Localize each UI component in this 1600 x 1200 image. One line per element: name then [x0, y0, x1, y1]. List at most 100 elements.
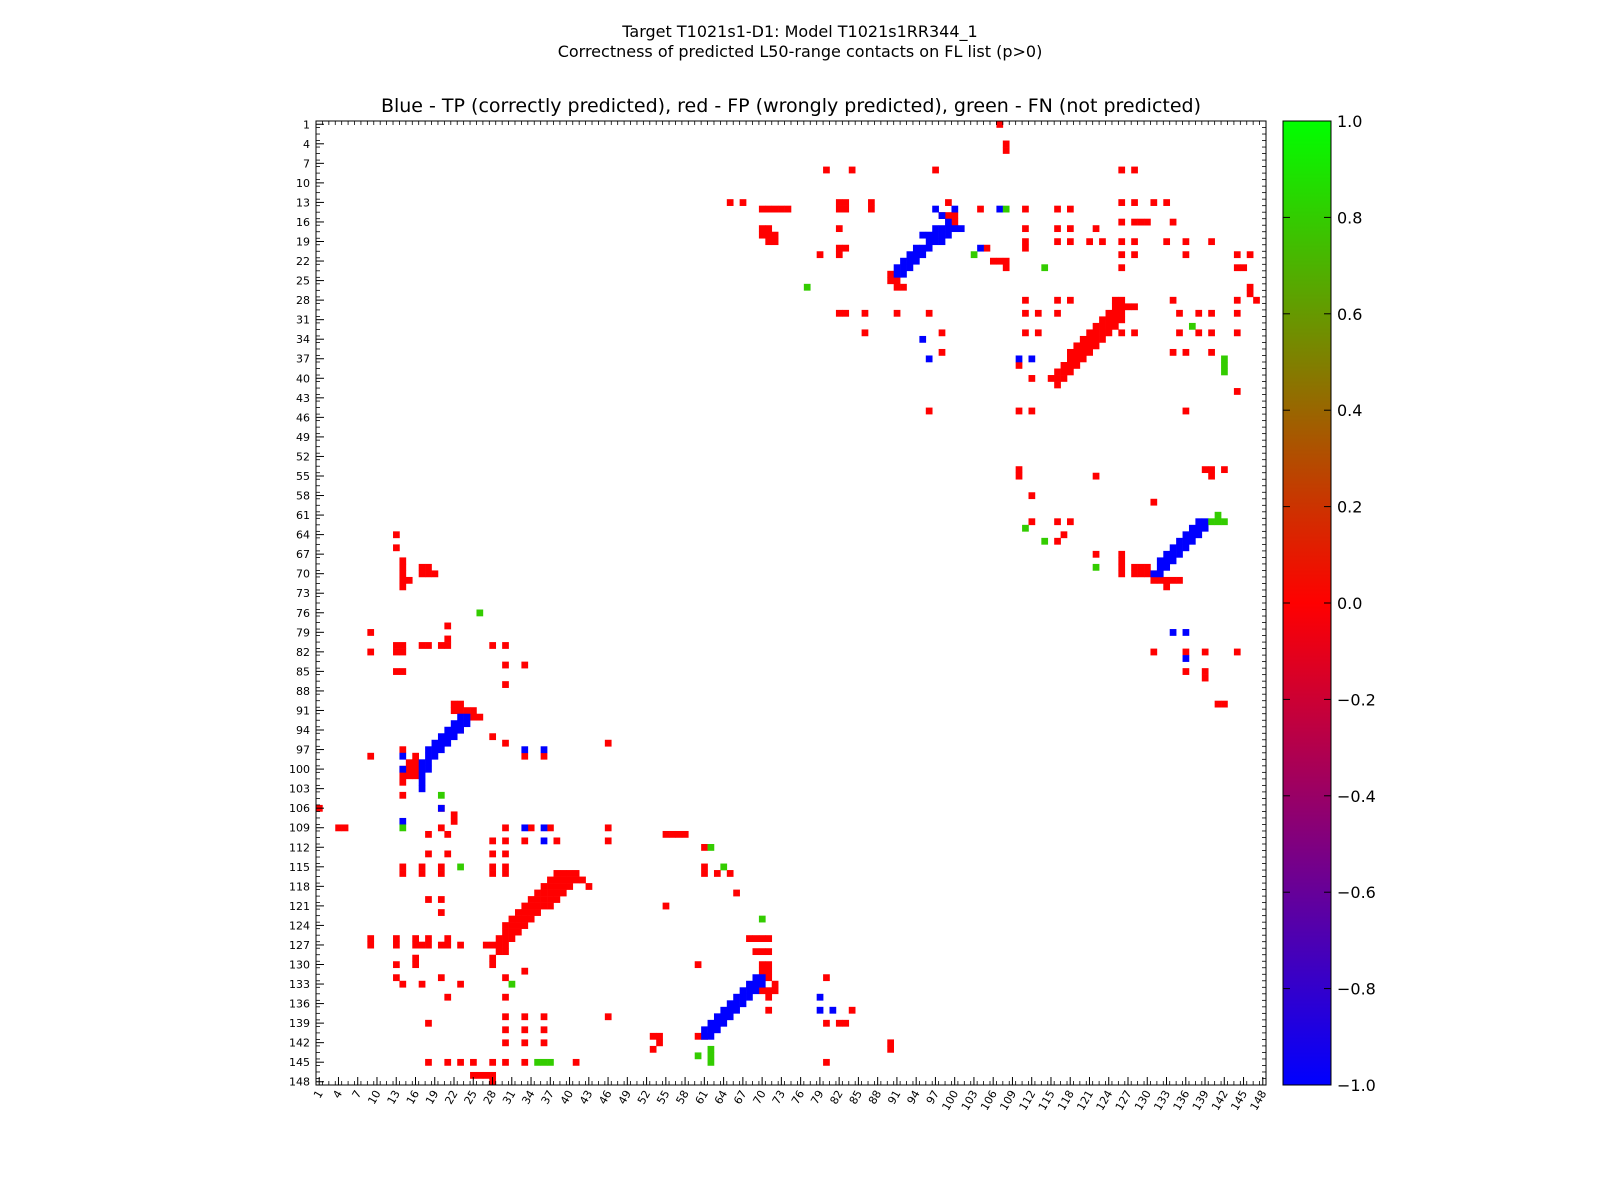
fp-contact-cell [996, 257, 1004, 265]
fp-contact-cell [1047, 375, 1055, 382]
tp-contact-cell [919, 335, 927, 343]
tp-contact-cell [945, 231, 952, 239]
fp-contact-cell [1118, 238, 1126, 246]
tp-contact-cell [739, 1000, 747, 1008]
fp-contact-cell [1246, 283, 1254, 291]
y-tick-label: 136 [289, 998, 310, 1011]
fn-contact-cell [1041, 264, 1049, 272]
tp-contact-cell [1188, 524, 1196, 532]
fp-contact-cell [765, 935, 773, 942]
tp-contact-cell [925, 238, 933, 246]
fp-contact-cell [1067, 205, 1074, 213]
tp-contact-cell [1201, 524, 1209, 532]
fp-contact-cell [495, 941, 503, 949]
tp-contact-cell [463, 713, 471, 721]
fp-contact-cell [1118, 570, 1126, 578]
fp-contact-cell [1150, 576, 1158, 584]
x-tick-label: 16 [404, 1088, 422, 1107]
fp-contact-cell [1150, 498, 1158, 506]
fp-contact-cell [367, 941, 375, 949]
fp-contact-cell [502, 922, 509, 929]
fp-contact-cell [418, 570, 426, 578]
fp-contact-cell [572, 870, 580, 877]
colorbar-gradient [1282, 120, 1332, 1086]
fp-contact-cell [495, 948, 503, 956]
colorbar-tick-label: 0.6 [1337, 305, 1362, 324]
tp-contact-cell [425, 759, 432, 767]
fp-contact-cell [1208, 309, 1215, 317]
fp-contact-cell [527, 902, 535, 910]
fp-contact-cell [765, 993, 773, 1001]
fp-contact-cell [835, 244, 843, 252]
x-tick-label: 82 [827, 1088, 845, 1107]
fp-contact-cell [1092, 335, 1100, 343]
fp-contact-cell [399, 583, 407, 591]
fp-contact-cell [758, 987, 766, 995]
tp-contact-cell [945, 225, 952, 233]
x-tick-label: 124 [1094, 1088, 1116, 1113]
fp-contact-cell [412, 772, 419, 780]
fp-contact-cell [893, 309, 901, 317]
fp-contact-cell [540, 889, 548, 897]
fn-contact-cell [1214, 511, 1222, 519]
fp-contact-cell [1182, 668, 1190, 675]
fp-contact-cell [444, 993, 452, 1001]
fp-contact-cell [1086, 348, 1093, 356]
fp-contact-cell [1060, 375, 1068, 382]
fp-contact-cell [502, 661, 509, 669]
fp-contact-cell [1073, 348, 1081, 356]
y-tick-label: 46 [296, 411, 310, 424]
fp-contact-cell [425, 1058, 432, 1066]
fp-contact-cell [1111, 322, 1119, 330]
y-tick-label: 28 [296, 294, 310, 307]
fp-contact-cell [450, 707, 458, 715]
fp-contact-cell [521, 915, 529, 923]
tp-contact-cell [912, 257, 920, 265]
tp-contact-cell [431, 752, 439, 760]
fp-contact-cell [579, 876, 586, 884]
x-tick-label: 58 [673, 1088, 691, 1107]
y-tick-label: 121 [289, 900, 310, 913]
fp-contact-cell [399, 570, 407, 578]
fp-contact-cell [842, 309, 850, 317]
fp-contact-cell [1060, 531, 1068, 539]
fp-contact-cell [502, 863, 509, 871]
fp-contact-cell [534, 902, 541, 910]
fp-contact-cell [437, 941, 445, 949]
tp-contact-cell [733, 1006, 740, 1014]
fp-contact-cell [1182, 407, 1190, 415]
fp-contact-cell [405, 576, 413, 584]
tp-contact-cell [1156, 563, 1164, 571]
fp-contact-cell [1118, 166, 1126, 174]
tp-contact-cell [1195, 518, 1203, 526]
fp-contact-cell [758, 948, 766, 956]
fp-contact-cell [1022, 238, 1029, 246]
fp-contact-cell [341, 824, 349, 832]
fp-contact-cell [771, 980, 779, 988]
tp-contact-cell [932, 205, 939, 213]
fp-contact-cell [444, 935, 452, 942]
tp-contact-cell [418, 785, 426, 793]
fp-contact-cell [925, 309, 933, 317]
fp-contact-cell [553, 896, 561, 903]
fp-contact-cell [951, 218, 959, 226]
x-tick-label: 94 [905, 1088, 923, 1107]
fp-contact-cell [1079, 335, 1087, 343]
fp-contact-cell [470, 1058, 477, 1066]
fp-contact-cell [1028, 407, 1036, 415]
tp-contact-cell [816, 993, 824, 1001]
fp-contact-cell [572, 1058, 580, 1066]
tp-contact-cell [746, 993, 753, 1001]
fp-contact-cell [823, 1058, 830, 1066]
fp-contact-cell [977, 205, 984, 213]
tp-contact-cell [450, 733, 458, 741]
chart-title: Blue - TP (correctly predicted), red - F… [380, 95, 1202, 117]
tp-contact-cell [437, 746, 445, 754]
y-tick-label: 4 [303, 138, 310, 151]
fp-contact-cell [765, 225, 773, 233]
fp-contact-cell [771, 238, 779, 246]
fp-contact-cell [1092, 322, 1100, 330]
fn-contact-cell [457, 863, 464, 871]
fp-contact-cell [367, 935, 375, 942]
fp-contact-cell [842, 205, 850, 213]
